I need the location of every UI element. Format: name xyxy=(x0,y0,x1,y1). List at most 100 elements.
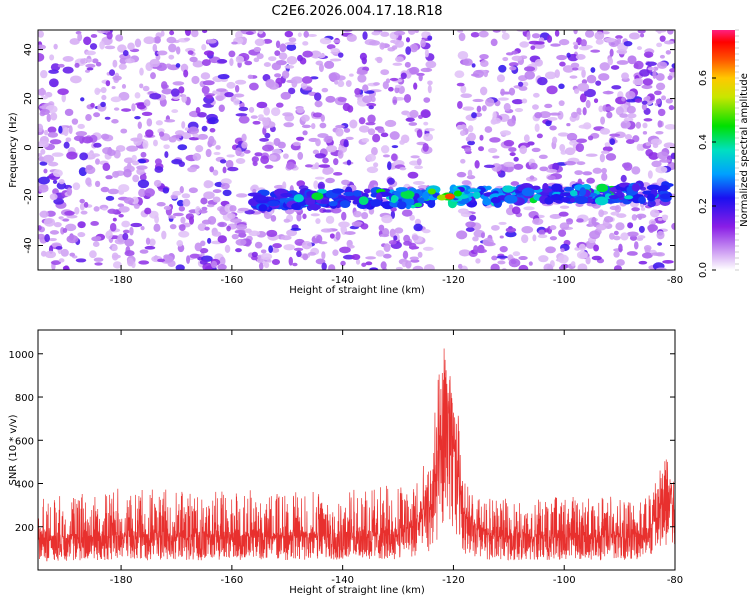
heatmap-cell xyxy=(53,222,62,228)
heatmap-cell xyxy=(503,139,515,147)
heatmap-cell xyxy=(558,83,565,89)
heatmap-cell xyxy=(648,225,655,233)
heatmap-cell xyxy=(620,232,629,241)
heatmap-cell xyxy=(353,210,362,218)
heatmap-cell xyxy=(558,211,569,217)
heatmap-band-cell xyxy=(631,183,641,192)
heatmap-cell xyxy=(559,143,566,152)
heatmap-cell xyxy=(636,46,642,51)
snr-x-tick-label: -120 xyxy=(442,575,465,586)
heatmap-cell xyxy=(642,78,653,86)
heatmap-cell xyxy=(254,152,263,157)
heatmap-cell xyxy=(241,141,248,149)
heatmap-cell xyxy=(251,251,258,258)
heatmap-cell xyxy=(652,143,659,149)
heatmap-cell xyxy=(55,246,63,250)
heatmap-cell xyxy=(457,101,463,109)
heatmap-cell xyxy=(84,69,90,73)
heatmap-cell xyxy=(211,231,222,237)
snr-y-tick-label: 1000 xyxy=(9,350,34,361)
heatmap-cell xyxy=(641,84,653,90)
heatmap-cell xyxy=(585,256,591,265)
heatmap-cell xyxy=(547,116,558,121)
heatmap-cell xyxy=(635,213,647,219)
heatmap-cell xyxy=(330,47,340,53)
heatmap-cell xyxy=(593,98,599,104)
heatmap-cell xyxy=(657,108,666,117)
heatmap-cell xyxy=(492,30,501,33)
heatmap-cell xyxy=(93,112,101,118)
heatmap-cell xyxy=(649,209,660,218)
colorbar-tick-label: 0.6 xyxy=(698,70,709,86)
heatmap-cell xyxy=(584,88,596,98)
heatmap-cell xyxy=(312,112,323,118)
heatmap-cell xyxy=(273,137,281,147)
heatmap-cell xyxy=(544,228,550,233)
heatmap-cell xyxy=(48,78,59,88)
heatmap-cell xyxy=(575,143,585,153)
heatmap-cell xyxy=(632,78,645,86)
heatmap-band-cell xyxy=(280,192,293,198)
heatmap-cell xyxy=(164,151,169,159)
heatmap-cell xyxy=(101,94,107,101)
heatmap-cell xyxy=(380,261,387,270)
heatmap-cell xyxy=(659,54,665,59)
heatmap-cell xyxy=(380,69,390,76)
heatmap-cell xyxy=(187,50,194,55)
heatmap-cell xyxy=(420,39,426,48)
heatmap-cell xyxy=(361,137,370,143)
heatmap-cell xyxy=(256,53,264,60)
snr-y-tick-label: 800 xyxy=(15,393,34,404)
heatmap-cell xyxy=(574,170,583,176)
heatmap-cell xyxy=(358,125,370,133)
heatmap-cell xyxy=(314,176,325,180)
heatmap-cell xyxy=(191,30,199,38)
heatmap-cell xyxy=(79,152,88,161)
heatmap-cell xyxy=(356,69,368,76)
heatmap-cell xyxy=(187,126,199,135)
heatmap-cell xyxy=(161,230,167,240)
heatmap-cell xyxy=(132,174,140,183)
heatmap-cell xyxy=(300,82,308,89)
snr-series-line xyxy=(38,348,675,562)
heatmap-cell xyxy=(636,237,644,241)
heatmap-cell xyxy=(334,80,339,85)
heatmap-cell xyxy=(619,113,629,118)
heatmap-cell xyxy=(366,102,377,107)
heatmap-cell xyxy=(366,153,376,162)
heatmap-cell xyxy=(647,67,655,71)
heatmap-cell xyxy=(271,259,281,266)
heatmap-cell xyxy=(208,135,215,144)
heatmap-cell xyxy=(362,31,368,40)
heatmap-cell xyxy=(499,130,512,136)
heatmap-cell xyxy=(659,159,671,163)
heatmap-cell xyxy=(94,180,101,188)
heatmap-cell xyxy=(137,158,147,164)
heatmap-cell xyxy=(365,122,376,126)
heatmap-peak-cell xyxy=(444,193,455,200)
heatmap-cell xyxy=(121,83,127,89)
heatmap-cell xyxy=(295,136,305,141)
heatmap-cell xyxy=(274,50,281,57)
heatmap-cell xyxy=(226,154,235,158)
heatmap-cell xyxy=(655,73,665,81)
heatmap-cell xyxy=(627,55,637,65)
heatmap-cell xyxy=(625,139,635,144)
heatmap-cell xyxy=(164,119,176,123)
heatmap-cell xyxy=(293,247,304,252)
heatmap-band-cell xyxy=(403,198,415,206)
heatmap-cell xyxy=(576,138,588,144)
heatmap-cell xyxy=(394,84,402,88)
heatmap-cell xyxy=(371,31,381,36)
heatmap-cell xyxy=(549,225,557,231)
heatmap-cell xyxy=(194,242,202,252)
heatmap-cell xyxy=(197,223,207,232)
heatmap-cell xyxy=(222,189,232,197)
heatmap-cell xyxy=(497,97,509,101)
colorbar: 0.0 0.2 0.4 0.6 Normalized spectral amplitu… xyxy=(698,29,750,278)
heatmap-cell xyxy=(479,53,489,60)
heatmap-cell xyxy=(131,154,137,162)
heatmap-cell xyxy=(362,95,373,104)
heatmap-cell xyxy=(602,90,614,95)
heatmap-cell xyxy=(134,38,142,48)
